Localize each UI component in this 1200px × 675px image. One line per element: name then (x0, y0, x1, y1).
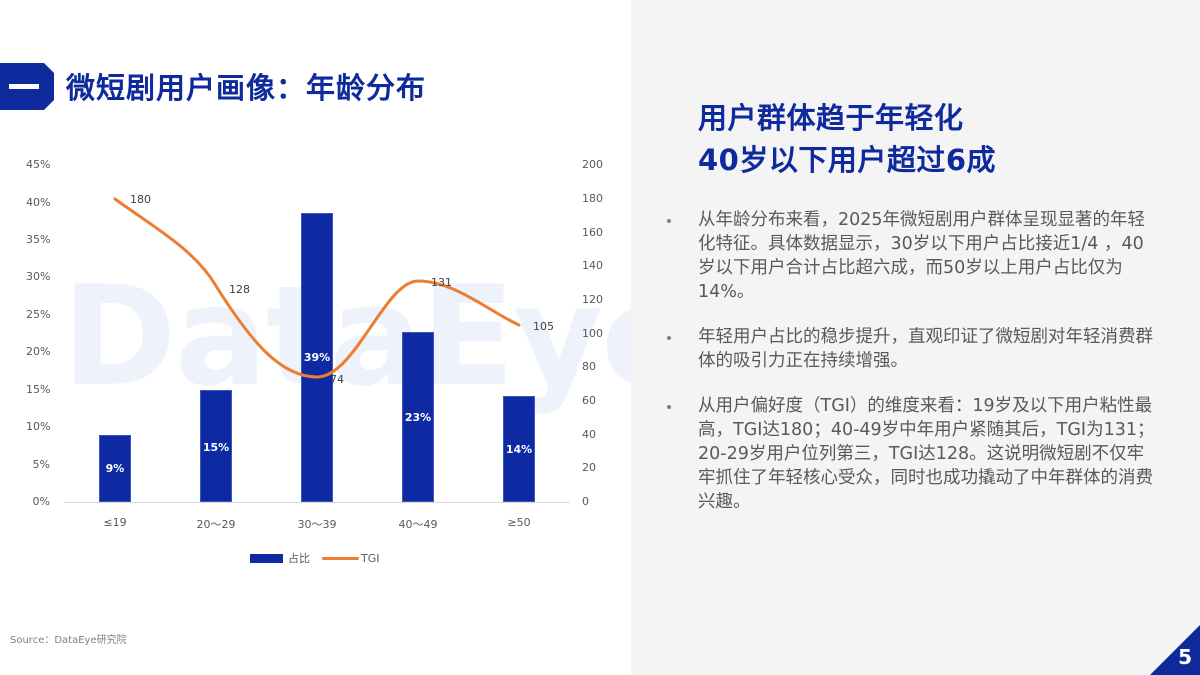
tgi-value-label: 128 (229, 283, 250, 296)
bar-ge50 (503, 396, 535, 502)
bar-value-label: 23% (404, 411, 432, 424)
right-axis-tick: 120 (582, 293, 603, 306)
bullet-dot-icon (667, 219, 671, 223)
bullet-text: 从用户偏好度（TGI）的维度来看：19岁及以下用户粘性最高，TGI达180；40… (698, 396, 1155, 512)
headline-line: 40岁以下用户超过6成 (698, 143, 997, 177)
legend-bar-label: 占比 (288, 552, 310, 565)
x-axis-tick: 40～49 (398, 518, 438, 531)
left-axis-tick: 0% (32, 495, 50, 508)
right-axis-tick: 140 (582, 259, 603, 272)
bullet-dot-icon (667, 405, 671, 409)
chart-panel: 微短剧用户画像：年龄分布 DataEye 45% 40% 35% 30% 25%… (0, 63, 695, 646)
bar-20-29 (200, 390, 232, 502)
right-axis-tick: 100 (582, 327, 603, 340)
chart-legend: 占比 TGI (250, 550, 380, 566)
bullet-text: 从年龄分布来看，2025年微短剧用户群体呈现显著的年轻化特征。具体数据显示，30… (698, 210, 1146, 302)
bar-value-label: 14% (505, 443, 533, 456)
legend-line-label: TGI (361, 551, 380, 565)
bar-le19 (99, 435, 131, 502)
bar-value-label: 9% (105, 462, 125, 475)
summary-panel (631, 0, 1200, 675)
tgi-value-label: 105 (533, 320, 554, 333)
headline-line: 用户群体趋于年轻化 (698, 101, 964, 135)
left-axis-tick: 10% (26, 420, 51, 433)
x-axis-tick: 30～39 (297, 518, 337, 531)
page-number: 5 (1178, 645, 1192, 669)
left-axis-tick: 40% (26, 196, 51, 209)
bullet-dot-icon (667, 336, 671, 340)
x-axis-tick: 20～29 (196, 518, 236, 531)
tgi-value-label: 131 (431, 276, 452, 289)
x-axis-tick: ≤19 (103, 516, 127, 529)
right-axis-tick: 60 (582, 394, 596, 407)
right-axis-tick: 200 (582, 158, 603, 171)
section-number-dash-icon (9, 84, 39, 89)
right-axis-tick: 180 (582, 192, 603, 205)
left-axis-tick: 30% (26, 270, 51, 283)
bullet-text: 年轻用户占比的稳步提升，直观印证了微短剧对年轻消费群体的吸引力正在持续增强。 (698, 327, 1153, 371)
summary-headline: 用户群体趋于年轻化 40岁以下用户超过6成 (698, 97, 996, 181)
tgi-value-label: 180 (130, 193, 151, 206)
section-badge (0, 63, 54, 110)
right-axis-tick: 20 (582, 461, 596, 474)
left-axis-tick: 20% (26, 345, 51, 358)
source-note: Source：DataEye研究院 (10, 635, 127, 646)
bar-value-label: 39% (303, 351, 331, 364)
right-axis-tick: 160 (582, 226, 603, 239)
left-axis-tick: 5% (32, 458, 50, 471)
left-axis-tick: 15% (26, 383, 51, 396)
summary-bullets: 从年龄分布来看，2025年微短剧用户群体呈现显著的年轻化特征。具体数据显示，30… (655, 208, 1155, 535)
right-axis-tick: 80 (582, 360, 596, 373)
age-distribution-chart: DataEye 45% 40% 35% 30% 25% 20% 15% 10% … (26, 158, 695, 566)
legend-line-swatch-icon (322, 556, 359, 560)
bullet-item: 年轻用户占比的稳步提升，直观印证了微短剧对年轻消费群体的吸引力正在持续增强。 (655, 325, 1155, 373)
right-axis-tick: 0 (582, 495, 589, 508)
left-axis-tick: 45% (26, 158, 51, 171)
left-axis-tick: 25% (26, 308, 51, 321)
left-axis-tick: 35% (26, 233, 51, 246)
page-title: 微短剧用户画像：年龄分布 (66, 71, 427, 105)
x-axis-line (64, 502, 570, 503)
right-axis-tick: 40 (582, 428, 596, 441)
bullet-item: 从年龄分布来看，2025年微短剧用户群体呈现显著的年轻化特征。具体数据显示，30… (655, 208, 1155, 304)
legend-bar-swatch-icon (250, 553, 283, 563)
tgi-value-label: 74 (330, 373, 344, 386)
bar-40-49 (402, 332, 434, 502)
bar-30-39 (301, 213, 333, 502)
x-axis-tick: ≥50 (507, 516, 531, 529)
bar-value-label: 15% (202, 441, 230, 454)
tgi-line (113, 197, 521, 379)
watermark: DataEye (62, 256, 695, 417)
bullet-item: 从用户偏好度（TGI）的维度来看：19岁及以下用户粘性最高，TGI达180；40… (655, 394, 1155, 514)
